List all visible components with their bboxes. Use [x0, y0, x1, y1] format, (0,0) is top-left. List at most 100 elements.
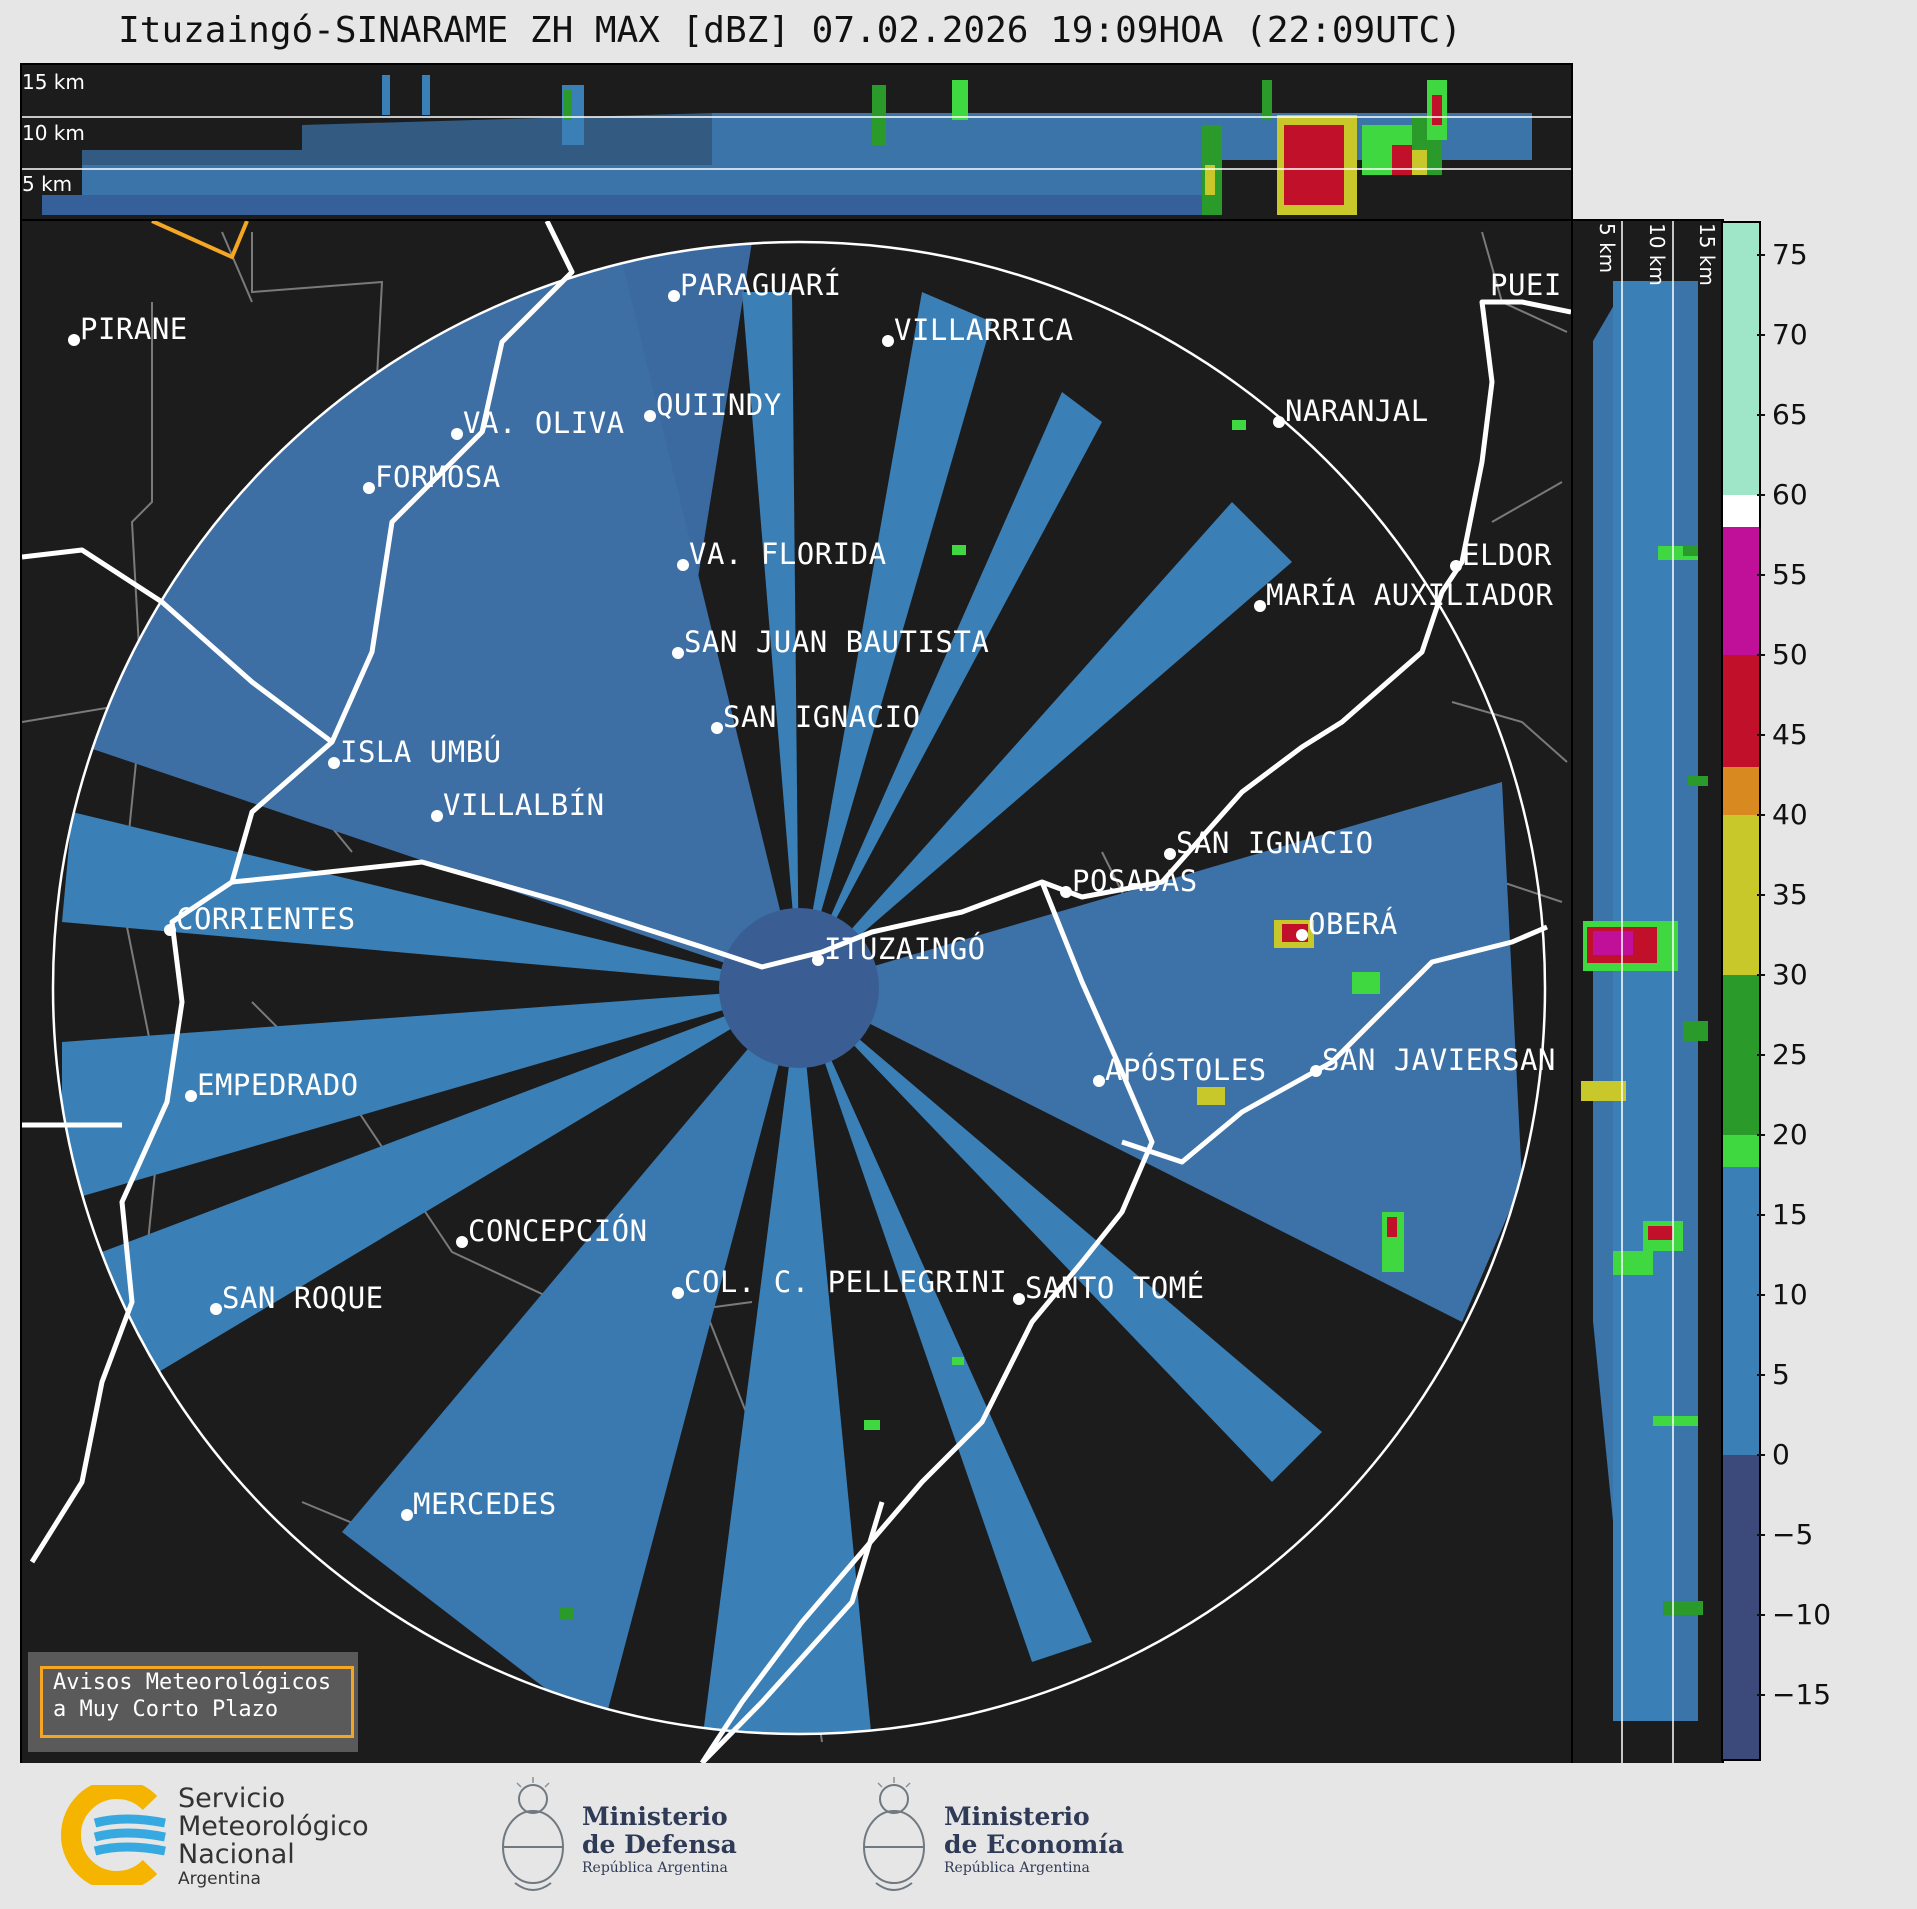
city-marker: [1310, 1065, 1322, 1077]
city-marker: [668, 290, 680, 302]
colorbar-tick-label: 50: [1757, 638, 1808, 671]
city-marker: [677, 559, 689, 571]
defensa-line-2: de Defensa: [582, 1830, 737, 1859]
colorbar-tick-text: 50: [1772, 638, 1808, 671]
city-label: CORRIENTES: [176, 902, 356, 936]
colorbar-tick-text: 35: [1772, 878, 1808, 911]
city-marker: [711, 722, 723, 734]
city-label: SAN: [1502, 1043, 1556, 1077]
smn-line-4: Argentina: [178, 1869, 261, 1889]
city-marker: [68, 334, 80, 346]
city-label: VA. OLIVA: [463, 406, 625, 440]
city-label: PUEI: [1490, 268, 1562, 302]
colorbar-tick-label: 75: [1757, 238, 1808, 271]
city-marker: [1164, 848, 1176, 860]
city-label: ITUZAINGÓ: [824, 932, 986, 966]
colorbar-segment: [1723, 495, 1759, 527]
colorbar-segment: [1723, 767, 1759, 815]
colorbar-tick-text: 40: [1772, 798, 1808, 831]
city-label: EMPEDRADO: [197, 1068, 359, 1102]
warning-line-1: Avisos Meteorológicos: [53, 1670, 332, 1695]
city-marker: [456, 1236, 468, 1248]
colorbar-tick-text: 30: [1772, 958, 1808, 991]
economia-line-3: República Argentina: [944, 1860, 1090, 1876]
city-label: POSADAS: [1072, 864, 1198, 898]
city-marker: [210, 1303, 222, 1315]
colorbar-tick-text: 5: [1772, 1358, 1790, 1391]
city-label: CONCEPCIÓN: [468, 1214, 648, 1248]
city-marker: [812, 954, 824, 966]
city-label: PARAGUARÍ: [680, 268, 842, 302]
colorbar: [1721, 221, 1761, 1761]
city-marker: [1273, 416, 1285, 428]
top-height-label-5km: 5 km: [22, 172, 73, 196]
colorbar-tick-label: 10: [1757, 1281, 1808, 1309]
city-marker: [164, 924, 176, 936]
city-label: SAN JAVIER: [1322, 1043, 1502, 1077]
city-marker: [363, 482, 375, 494]
colorbar-tick-text: −10: [1772, 1598, 1832, 1631]
top-height-label-15km: 15 km: [22, 70, 85, 94]
city-marker: [451, 428, 463, 440]
city-label: FORMOSA: [375, 460, 501, 494]
colorbar-segment: [1723, 975, 1759, 1135]
smn-logo-text: Servicio Meteorológico Nacional Argentin…: [178, 1785, 369, 1890]
colorbar-tick-label: 5: [1757, 1358, 1790, 1391]
side-height-label-10km: 10 km: [1645, 223, 1669, 286]
city-label: SAN JUAN BAUTISTA: [684, 625, 990, 659]
city-label: ELDOR: [1462, 538, 1552, 572]
radar-map[interactable]: PIRANE PARAGUARÍ VILLARRICA QUIINDY VA. OLIV…: [20, 219, 1573, 1765]
city-label: ISLA UMBÚ: [340, 735, 502, 769]
city-label: APÓSTOLES: [1105, 1053, 1267, 1087]
defensa-line-3: República Argentina: [582, 1860, 728, 1876]
side-cross-section-graphic: [1581, 221, 1708, 1763]
city-marker: [672, 1287, 684, 1299]
city-marker: [1254, 600, 1266, 612]
city-label: VA. FLORIDA: [689, 537, 887, 571]
defensa-coat-of-arms-icon: [502, 1777, 564, 1891]
colorbar-tick-label: 70: [1757, 321, 1808, 349]
colorbar-tick-text: 0: [1772, 1438, 1790, 1471]
colorbar-tick-text: −5: [1772, 1518, 1814, 1551]
colorbar-segment: [1723, 655, 1759, 767]
city-marker: [1093, 1075, 1105, 1087]
top-cross-section-graphic: [22, 75, 1571, 215]
colorbar-tick-label: −15: [1756, 1678, 1832, 1711]
city-label: VILLALBÍN: [443, 788, 605, 822]
warning-box[interactable]: Avisos Meteorológicos a Muy Corto Plazo: [28, 1652, 358, 1752]
colorbar-tick-label: −10: [1756, 1598, 1832, 1631]
colorbar-segment: [1723, 1135, 1759, 1167]
colorbar-tick-text: 15: [1772, 1198, 1808, 1231]
colorbar-tick-text: 25: [1772, 1038, 1808, 1071]
city-label: QUIINDY: [656, 388, 782, 422]
colorbar-tick-label: 65: [1757, 398, 1808, 431]
colorbar-tick-label: 45: [1757, 721, 1808, 749]
city-marker: [1013, 1293, 1025, 1305]
city-marker: [401, 1509, 413, 1521]
colorbar-tick-text: 75: [1772, 238, 1808, 271]
colorbar-tick-label: 25: [1757, 1038, 1808, 1071]
economia-line-2: de Economía: [944, 1830, 1125, 1859]
colorbar-tick-text: −15: [1772, 1678, 1832, 1711]
colorbar-tick-text: 60: [1772, 478, 1808, 511]
colorbar-gradient: [1723, 223, 1759, 1759]
city-label: SANTO TOMÉ: [1025, 1271, 1205, 1305]
warning-box-frame: Avisos Meteorológicos a Muy Corto Plazo: [40, 1666, 354, 1738]
colorbar-segment: [1723, 1167, 1759, 1455]
smn-logo-icon: [61, 1785, 166, 1885]
colorbar-tick-text: 65: [1772, 398, 1808, 431]
city-marker: [882, 335, 894, 347]
city-marker: [672, 647, 684, 659]
side-height-label-5km: 5 km: [1595, 223, 1619, 274]
side-cross-section-panel: 5 km 10 km 15 km: [1571, 219, 1724, 1765]
city-label: PIRANE: [80, 312, 188, 346]
colorbar-tick-label: 55: [1757, 561, 1808, 589]
colorbar-segment: [1723, 527, 1759, 655]
colorbar-tick-text: 20: [1772, 1118, 1808, 1151]
city-marker: [644, 410, 656, 422]
top-height-label-10km: 10 km: [22, 121, 85, 145]
city-label: SAN IGNACIO: [723, 700, 921, 734]
colorbar-segment: [1723, 1455, 1759, 1759]
economia-coat-of-arms-icon: [863, 1777, 925, 1891]
side-height-label-15km: 15 km: [1695, 223, 1719, 286]
